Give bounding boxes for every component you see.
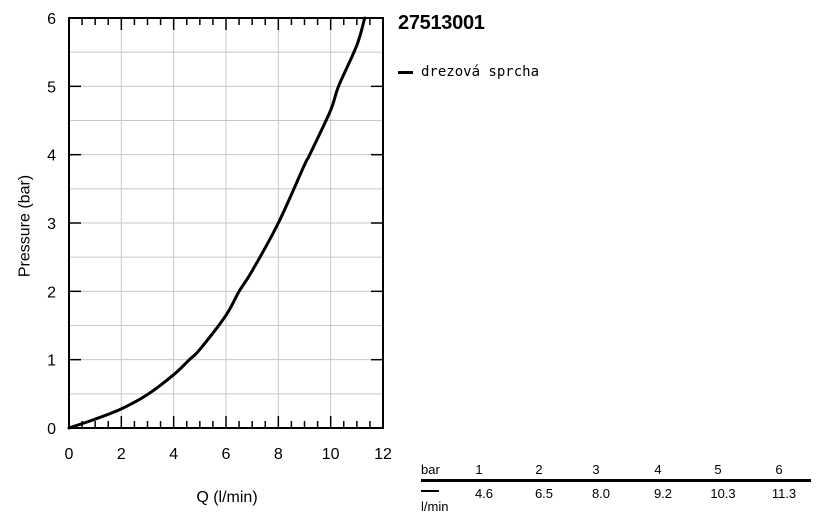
table-cell-flow: 4.6 [474, 486, 494, 501]
table-series-swatch [421, 490, 439, 492]
table-rule [421, 479, 811, 482]
table-flow-row: 4.6 6.5 8.0 9.2 10.3 11.3 [421, 486, 811, 504]
table-cell-pressure: 3 [592, 462, 600, 477]
x-tick-label: 2 [117, 446, 126, 463]
table-cell-pressure: 1 [475, 462, 483, 477]
x-tick-label: 6 [222, 446, 231, 463]
x-axis-label: Q (l/min) [196, 489, 257, 506]
table-cell-flow: 10.3 [710, 486, 736, 501]
chart-title: 27513001 [398, 12, 485, 34]
y-tick-label: 2 [47, 284, 56, 301]
table-cell-flow: 9.2 [653, 486, 673, 501]
legend-swatch [398, 70, 413, 74]
table-cell-flow: 6.5 [534, 486, 554, 501]
legend-label: drezová sprcha [421, 64, 540, 80]
x-tick-label: 8 [274, 446, 283, 463]
table-cell-pressure: 4 [654, 462, 662, 477]
x-tick-label: 10 [322, 446, 340, 463]
y-tick-label: 4 [47, 148, 56, 165]
x-tick-label: 12 [374, 446, 392, 463]
y-tick-label: 5 [47, 79, 56, 96]
table-cell-flow: 11.3 [771, 486, 797, 501]
table-cell-flow: 8.0 [591, 486, 611, 501]
table-row-label-lmin: l/min [421, 499, 449, 514]
series-line-drezova-sprcha [67, 16, 367, 430]
table-cell-pressure: 6 [775, 462, 783, 477]
table-cell-pressure: 5 [714, 462, 722, 477]
y-tick-label: 1 [47, 353, 56, 370]
table-row-label-bar: bar [421, 462, 440, 477]
legend: drezová sprcha [398, 64, 539, 80]
x-tick-label: 0 [65, 446, 74, 463]
y-axis-label: Pressure (bar) [17, 175, 34, 277]
x-tick-label: 4 [169, 446, 178, 463]
y-tick-label: 6 [47, 11, 56, 28]
chart-grid [69, 18, 383, 428]
plot-frame [68, 17, 384, 429]
table-cell-pressure: 2 [535, 462, 543, 477]
y-tick-label: 0 [47, 421, 56, 438]
y-tick-label: 3 [47, 216, 56, 233]
